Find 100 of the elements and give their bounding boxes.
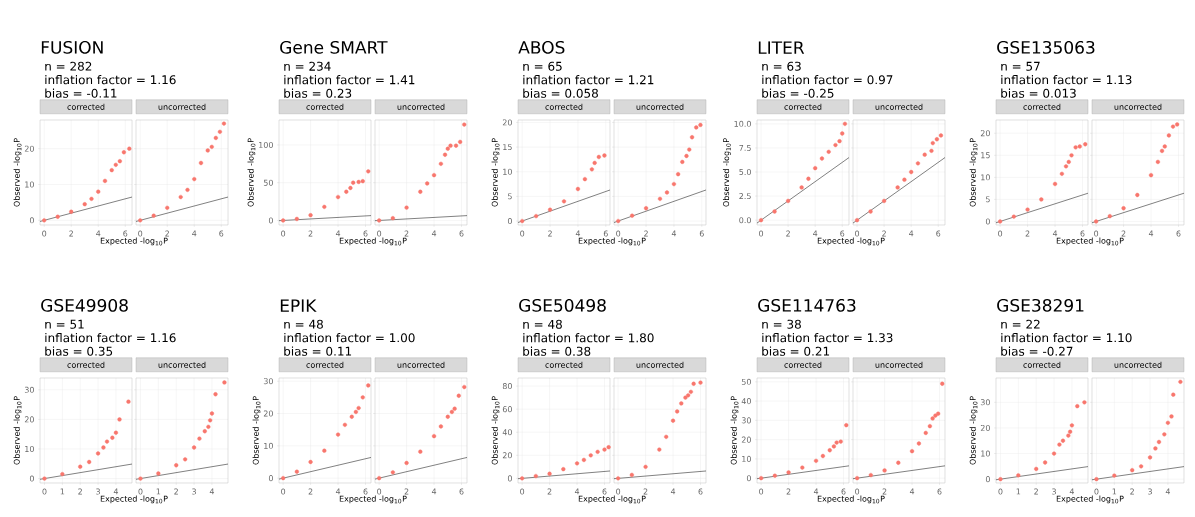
point	[602, 447, 607, 452]
point	[606, 445, 611, 450]
y-axis-title: Observed -log$_{10}$P	[252, 396, 261, 465]
point	[1043, 460, 1048, 465]
point	[335, 194, 341, 200]
y-axis-title: Observed -log$_{10}$P	[13, 138, 22, 207]
point	[915, 161, 921, 166]
text: inflation factor = 1.13	[1001, 75, 1132, 85]
text: inflation factor = 1.21	[523, 75, 654, 85]
y-tick-label: 10	[981, 450, 990, 457]
point	[281, 476, 286, 481]
point	[1082, 400, 1087, 405]
x-tick-label: 4	[1069, 488, 1075, 495]
point	[895, 185, 900, 190]
point	[178, 194, 183, 200]
point	[1094, 477, 1099, 482]
y-axis-title: Observed -log$_{10}$P	[491, 396, 500, 465]
point	[657, 447, 662, 452]
point	[534, 214, 539, 219]
point	[89, 196, 94, 201]
x-axis-title: Expected -log$_{10}$P	[1056, 237, 1124, 246]
point	[344, 189, 349, 194]
x-tick-label: 6	[699, 230, 704, 237]
point	[759, 476, 764, 481]
x-tick-label: 2	[882, 488, 887, 495]
point	[758, 218, 764, 223]
x-tick-label: 2	[644, 230, 648, 237]
chart-title: GSE50498	[519, 298, 606, 312]
point	[691, 381, 696, 386]
x-tick-label: 0	[138, 488, 143, 495]
chart-subtitle: corrected	[306, 103, 344, 110]
point	[418, 449, 423, 454]
x-tick-label: 0	[855, 230, 860, 237]
point	[933, 413, 938, 418]
point	[616, 476, 621, 481]
point	[833, 142, 838, 148]
point	[998, 477, 1003, 482]
text: bias = 0.013	[1001, 88, 1076, 98]
text: inflation factor = 1.33	[762, 333, 893, 343]
point	[664, 190, 670, 195]
chart-subtitle: corrected	[306, 361, 344, 368]
text: inflation factor = 1.80	[523, 333, 654, 343]
point	[213, 392, 218, 397]
chart-subtitle: corrected	[1023, 361, 1061, 368]
point	[126, 399, 131, 404]
point	[217, 129, 223, 134]
x-tick-label: 2	[404, 230, 409, 237]
point	[1063, 164, 1069, 169]
x-axis-title: Expected -log$_{10}$P	[100, 237, 168, 246]
y-tick-label: 20	[980, 424, 990, 431]
point	[1171, 392, 1176, 397]
point	[581, 457, 587, 463]
point	[1066, 433, 1071, 438]
y-tick-label: 5	[985, 196, 990, 203]
point	[445, 146, 450, 151]
point	[1175, 122, 1180, 127]
text: n = 282	[45, 61, 92, 71]
chart-title: EPIK	[280, 299, 317, 312]
point	[854, 218, 860, 223]
text: bias = 0.058	[523, 88, 598, 98]
y-tick-label: 30	[741, 417, 751, 424]
point	[596, 154, 601, 160]
point	[1066, 159, 1071, 165]
point	[221, 121, 227, 126]
point	[151, 213, 156, 218]
point	[1159, 148, 1165, 153]
point	[868, 209, 873, 214]
point	[936, 411, 941, 416]
x-tick-label: 4	[574, 488, 580, 495]
chart-subtitle: corrected	[545, 103, 583, 110]
point	[281, 218, 286, 223]
y-tick-label: 10	[264, 442, 273, 449]
point	[561, 199, 567, 204]
chart-title: GSE135063	[997, 40, 1095, 54]
point	[101, 445, 106, 450]
point	[197, 436, 202, 441]
point	[1130, 468, 1135, 473]
x-tick-label: 0	[520, 488, 525, 495]
point	[1016, 473, 1021, 478]
point	[799, 185, 804, 190]
y-tick-label: 5.0	[739, 168, 751, 176]
y-tick-label: 50	[263, 179, 273, 186]
y-tick-label: 40	[502, 429, 512, 436]
y-tick-label: 10	[981, 174, 990, 181]
point	[923, 430, 928, 435]
x-tick-label: 4	[575, 230, 581, 237]
text: bias = 0.23	[284, 88, 352, 98]
y-axis-title: Observed -log$_{10}$P	[722, 138, 731, 207]
point	[595, 449, 600, 454]
y-tick-label: 20	[502, 452, 512, 459]
x-tick-label: 4	[113, 488, 119, 495]
point	[462, 122, 467, 127]
x-tick-label: 4	[431, 488, 437, 495]
point	[322, 448, 327, 453]
x-tick-label: 0	[138, 230, 143, 237]
y-axis-title: Observed -log$_{10}$P	[730, 396, 739, 465]
y-tick-label: 20	[263, 410, 273, 417]
x-axis-title: Expected -log$_{10}$P	[339, 495, 407, 504]
point	[82, 202, 87, 207]
x-tick-label: 0	[759, 230, 764, 237]
